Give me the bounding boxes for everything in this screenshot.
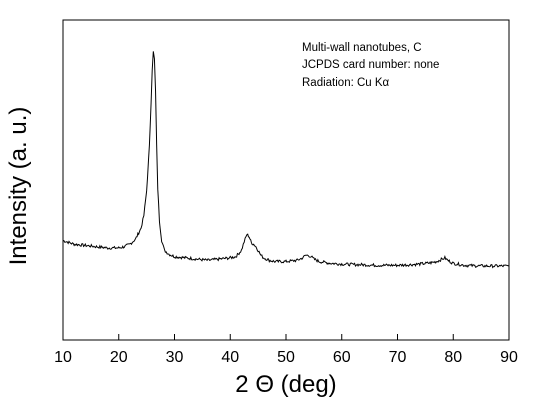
x-tick-label: 90 <box>500 349 518 366</box>
annotation-box: Multi-wall nanotubes, C JCPDS card numbe… <box>302 42 439 89</box>
series-line <box>62 51 510 269</box>
plot-frame <box>62 19 510 341</box>
annotation-line-2: JCPDS card number: none <box>302 59 439 71</box>
annotation-line-3: Radiation: Cu Kα <box>302 77 390 89</box>
x-tick-label: 10 <box>54 349 72 366</box>
x-tick-label: 40 <box>221 349 239 366</box>
x-tick-label: 50 <box>277 349 295 366</box>
y-axis-title: Intensity (a. u.) <box>5 107 32 266</box>
x-axis-title: 2 Θ (deg) <box>235 371 336 398</box>
x-tick-label: 70 <box>389 349 407 366</box>
x-axis-ticks <box>62 334 510 340</box>
x-axis-tick-labels: 10 20 30 40 50 60 70 80 90 <box>54 349 518 366</box>
x-tick-label: 30 <box>166 349 184 366</box>
annotation-line-1: Multi-wall nanotubes, C <box>302 42 422 54</box>
x-tick-label: 60 <box>333 349 351 366</box>
x-tick-label: 20 <box>110 349 128 366</box>
x-tick-label: 80 <box>444 349 462 366</box>
